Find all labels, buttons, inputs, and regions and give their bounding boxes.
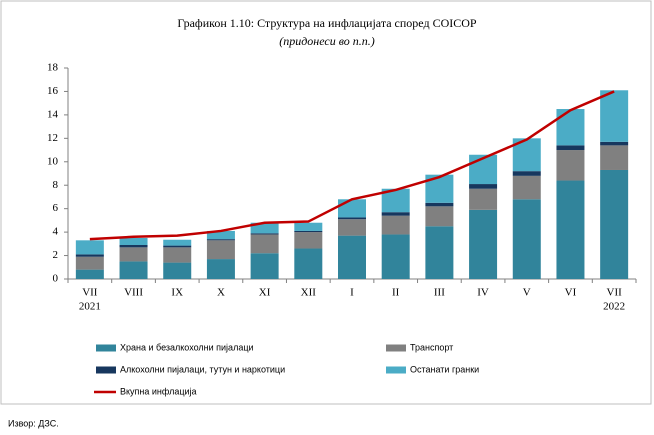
- chart-subtitle: (придонеси во п.п.): [279, 34, 375, 48]
- bar-segment: [294, 232, 323, 249]
- y-tick-label: 14: [47, 108, 59, 120]
- bar-segment: [425, 206, 454, 227]
- bar-segment: [206, 230, 235, 240]
- total-line: [89, 90, 615, 241]
- legend-label: Храна и безалкохолни пијалаци: [120, 342, 254, 352]
- bar-segment: [119, 245, 148, 248]
- legend-label: Вкупна инфлација: [120, 386, 197, 396]
- legend-swatch: [386, 366, 406, 374]
- legend-swatch: [96, 366, 116, 374]
- source-note: Извор: ДЗС.: [8, 418, 59, 428]
- bar-segment: [119, 247, 148, 262]
- x-tick-label: III: [434, 287, 445, 299]
- bar-segment: [556, 180, 585, 279]
- bar-segment: [163, 262, 192, 279]
- bar-segment: [338, 219, 366, 236]
- legend-label: Алкохолни пијалаци, тутун и наркотици: [120, 364, 285, 374]
- bar-segment: [469, 154, 498, 185]
- x-tick-label: VI: [565, 287, 577, 299]
- bar-segment: [600, 145, 629, 170]
- x-tick-label: I: [350, 287, 354, 299]
- bar-segment: [469, 209, 498, 279]
- y-tick-label: 6: [53, 202, 59, 214]
- y-tick-label: 2: [53, 249, 59, 261]
- bar-segment: [381, 212, 410, 216]
- bar-segment: [381, 234, 410, 279]
- bar-segment: [556, 145, 585, 151]
- bar-segment: [338, 199, 366, 218]
- x-year-label: 2022: [603, 301, 625, 313]
- bar-segment: [469, 184, 498, 189]
- bar-segment: [119, 261, 148, 279]
- y-tick-label: 0: [53, 273, 59, 285]
- bar-segment: [75, 240, 104, 255]
- legend-swatch: [96, 344, 116, 352]
- bar-segment: [425, 226, 454, 279]
- bar-segment: [163, 239, 192, 246]
- bar-segment: [250, 253, 279, 279]
- bar-segment: [163, 245, 192, 248]
- x-tick-label: X: [217, 287, 225, 299]
- bar-segment: [512, 175, 541, 200]
- y-tick-label: 18: [47, 62, 59, 74]
- bar-segment: [381, 188, 410, 213]
- bar-segment: [206, 240, 235, 260]
- bar-segment: [469, 188, 498, 210]
- bar-segment: [600, 90, 629, 142]
- y-tick-label: 8: [53, 179, 59, 191]
- bar-segment: [512, 171, 541, 176]
- x-tick-label: IV: [477, 287, 489, 299]
- bar-segment: [75, 256, 104, 270]
- y-tick-label: 4: [53, 226, 59, 238]
- bar-segment: [338, 235, 366, 279]
- y-tick-label: 10: [47, 155, 59, 167]
- bar-segment: [119, 237, 148, 246]
- bar-segment: [512, 199, 541, 279]
- x-year-label: 2021: [79, 301, 101, 313]
- chart-title: Графикон 1.10: Структура на инфлацијата …: [177, 16, 476, 30]
- x-tick-label: VIII: [124, 287, 143, 299]
- bar-segment: [206, 259, 235, 279]
- bar-segment: [338, 217, 366, 220]
- bar-segment: [556, 109, 585, 146]
- bar-segment: [294, 230, 323, 233]
- legend-label: Транспорт: [410, 342, 453, 352]
- legend-swatch: [386, 344, 406, 352]
- x-tick-label: VII: [82, 287, 98, 299]
- y-tick-label: 12: [47, 132, 58, 144]
- bar-segment: [250, 222, 279, 234]
- bar-segment: [75, 254, 104, 257]
- bar-segment: [250, 233, 279, 235]
- x-tick-label: XII: [301, 287, 317, 299]
- x-tick-label: II: [392, 287, 400, 299]
- x-tick-label: VII: [607, 287, 623, 299]
- bar-segment: [75, 269, 104, 279]
- bar-segment: [600, 169, 629, 279]
- bar-segment: [250, 234, 279, 254]
- y-tick-label: 16: [47, 85, 59, 97]
- x-tick-label: IX: [171, 287, 183, 299]
- bar-segment: [163, 247, 192, 263]
- bar-segment: [294, 248, 323, 279]
- bar-segment: [600, 141, 629, 146]
- bar-segment: [206, 239, 235, 241]
- bar-segment: [425, 202, 454, 207]
- bar-segment: [556, 150, 585, 181]
- bar-segment: [381, 215, 410, 235]
- x-tick-label: XI: [259, 287, 271, 299]
- chart-frame: [0, 0, 652, 405]
- legend-label: Останати гранки: [410, 364, 479, 374]
- bar-segment: [294, 222, 323, 231]
- x-tick-label: V: [523, 287, 531, 299]
